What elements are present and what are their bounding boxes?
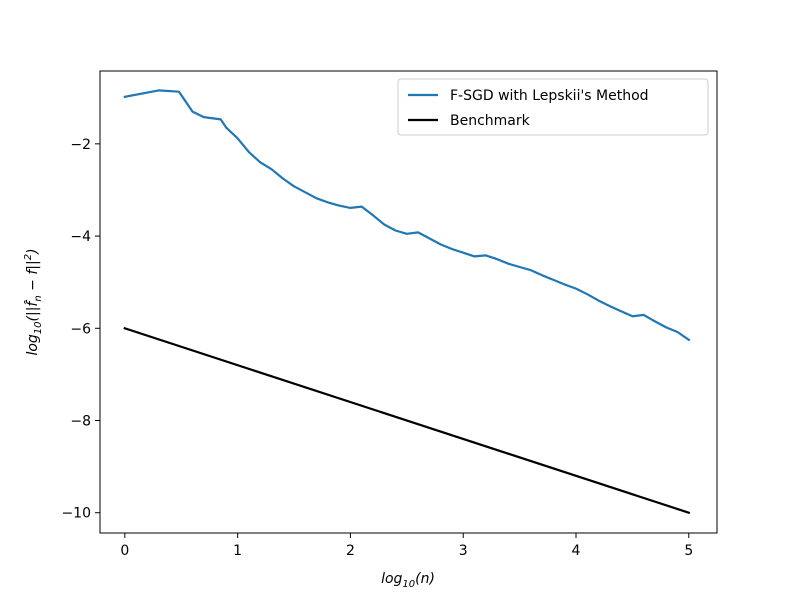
plot-area: [99, 70, 718, 534]
y-tick-label: −6: [70, 321, 91, 337]
series-line-0: [123, 89, 691, 342]
y-tick-label: −10: [61, 506, 91, 522]
x-tick-label: 1: [233, 543, 242, 559]
series-line-1: [123, 326, 691, 515]
y-tick-label: −4: [70, 229, 91, 245]
legend-label-fsgd: F-SGD with Lepskii's Method: [450, 88, 649, 104]
y-axis-label: log10(||f̂n − f||2): [23, 248, 44, 355]
x-axis-label: log10(n): [381, 571, 435, 590]
legend: F-SGD with Lepskii's Method Benchmark: [397, 78, 709, 136]
x-tick-label: 3: [459, 543, 468, 559]
x-tick-label: 5: [684, 543, 693, 559]
y-tick-label: −8: [70, 413, 91, 429]
x-axis-ticks: 0 1 2 3 4 5: [120, 533, 693, 559]
series-layer: [123, 89, 691, 515]
legend-box: [397, 78, 709, 136]
x-tick-label: 0: [120, 543, 129, 559]
x-tick-label: 2: [346, 543, 355, 559]
x-tick-label: 4: [572, 543, 581, 559]
y-axis-ticks: −10 −8 −6 −4 −2: [61, 137, 100, 522]
y-tick-label: −2: [70, 137, 91, 153]
legend-label-benchmark: Benchmark: [450, 113, 531, 129]
